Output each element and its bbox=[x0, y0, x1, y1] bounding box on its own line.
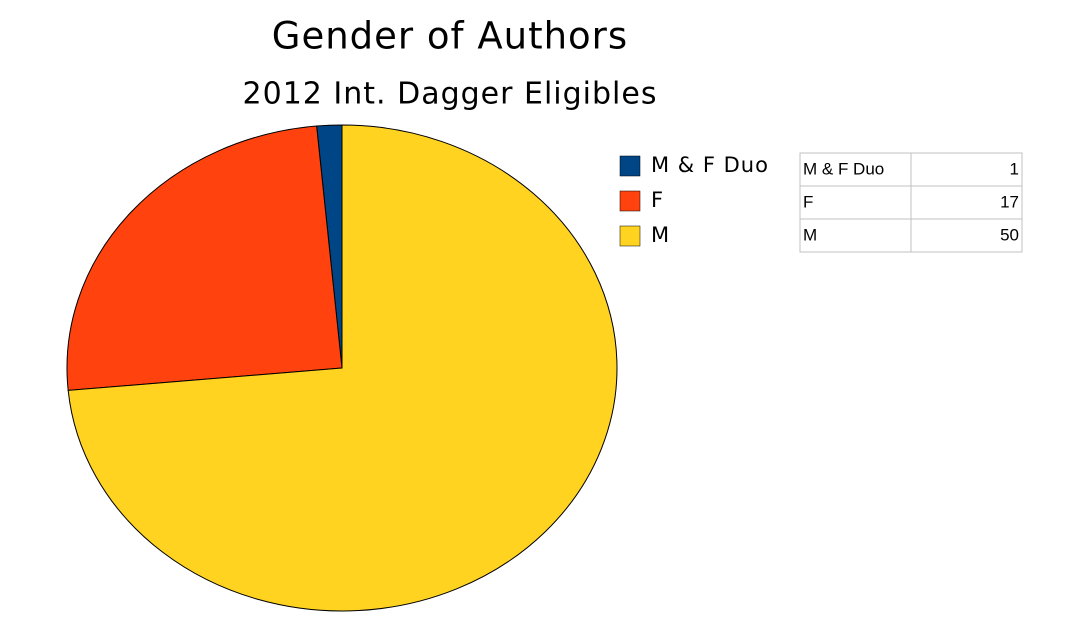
legend-swatch bbox=[619, 155, 641, 177]
data-table: M & F Duo 1 F 17 M 50 bbox=[799, 152, 1023, 253]
table-cell bbox=[799, 218, 912, 253]
legend-swatch bbox=[619, 225, 641, 247]
table-cell bbox=[910, 218, 1023, 253]
table-category: F bbox=[803, 192, 813, 211]
table-cell bbox=[910, 185, 1023, 220]
table-value: 17 bbox=[1000, 192, 1019, 211]
legend-swatch bbox=[619, 190, 641, 212]
pie bbox=[66, 124, 618, 612]
chart-subtitle: 2012 Int. Dagger Eligibles bbox=[243, 77, 658, 112]
pie-slice bbox=[67, 124, 618, 612]
table-cell bbox=[910, 152, 1023, 187]
table-value: 50 bbox=[1000, 225, 1019, 244]
chart-title: Gender of Authors bbox=[272, 15, 628, 58]
pie-slice bbox=[66, 125, 343, 391]
legend-label: M & F Duo bbox=[651, 153, 769, 177]
legend-label: M bbox=[651, 223, 670, 247]
table-value: 1 bbox=[1010, 159, 1019, 178]
table-cell bbox=[799, 185, 912, 220]
legend-label: F bbox=[651, 188, 664, 212]
table-category: M & F Duo bbox=[803, 159, 884, 178]
legend: M & F Duo FM bbox=[619, 153, 769, 247]
table-category: M bbox=[803, 225, 817, 244]
